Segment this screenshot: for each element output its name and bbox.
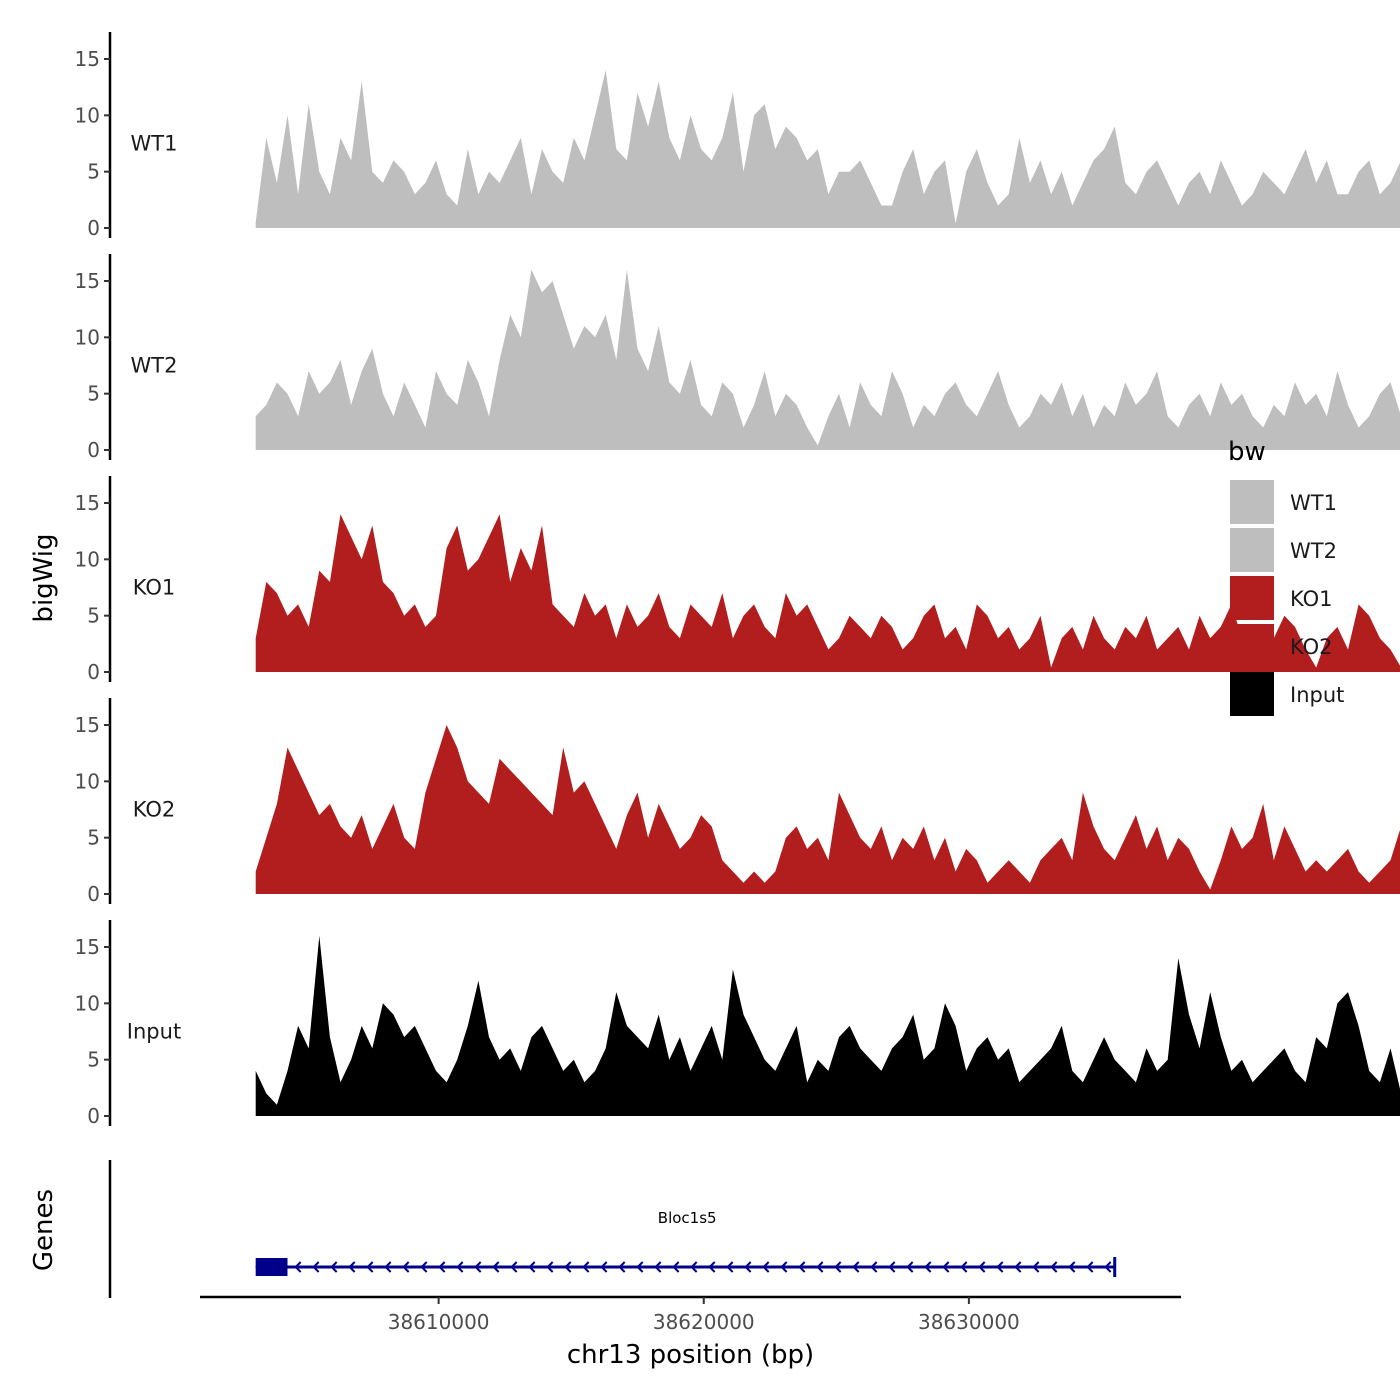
coverage-area-ko1 [255, 514, 1400, 672]
strand-arrow [546, 1261, 554, 1273]
strand-arrow [870, 1261, 878, 1273]
strand-arrow [942, 1261, 950, 1273]
strand-arrow [924, 1261, 932, 1273]
track-label-wt2: WT2 [131, 354, 178, 378]
y-tick-label: 5 [87, 826, 100, 850]
strand-arrow [402, 1261, 410, 1273]
strand-arrow [780, 1261, 788, 1273]
y-tick-label: 10 [75, 769, 100, 793]
y-tick-label: 10 [75, 547, 100, 571]
y-tick-label: 10 [75, 103, 100, 127]
legend-title: bw [1228, 437, 1266, 467]
strand-arrow [618, 1261, 626, 1273]
strand-arrow [456, 1261, 464, 1273]
y-tick-label: 10 [75, 991, 100, 1015]
strand-arrow [852, 1261, 860, 1273]
y-tick-label: 15 [75, 269, 100, 293]
strand-arrow [1014, 1261, 1022, 1273]
strand-arrow [960, 1261, 968, 1273]
legend-label-wt1: WT1 [1290, 491, 1337, 515]
strand-arrow [906, 1261, 914, 1273]
y-tick-label: 10 [75, 325, 100, 349]
y-axis-title: bigWig [29, 533, 59, 622]
y-tick-label: 15 [75, 491, 100, 515]
coverage-area-input [255, 935, 1400, 1116]
strand-arrow [1032, 1261, 1040, 1273]
strand-arrow [384, 1261, 392, 1273]
strand-arrow [582, 1261, 590, 1273]
strand-arrow [1068, 1261, 1076, 1273]
strand-arrow [510, 1261, 518, 1273]
strand-arrow [888, 1261, 896, 1273]
strand-arrow [798, 1261, 806, 1273]
legend-swatch-input [1230, 672, 1274, 716]
y-tick-label: 0 [87, 660, 100, 684]
y-tick-label: 5 [87, 1048, 100, 1072]
y-tick-label: 5 [87, 160, 100, 184]
legend-swatch-wt2 [1230, 528, 1274, 572]
coverage-area-ko2 [255, 725, 1400, 894]
x-tick-label: 38610000 [388, 1310, 490, 1334]
x-tick-label: 38620000 [653, 1310, 755, 1334]
y-tick-label: 0 [87, 882, 100, 906]
strand-arrow [726, 1261, 734, 1273]
strand-arrow [654, 1261, 662, 1273]
track-label-ko1: KO1 [133, 576, 176, 600]
strand-arrow [996, 1261, 1004, 1273]
strand-arrow [636, 1261, 644, 1273]
coverage-area-wt1 [255, 70, 1400, 228]
track-label-ko2: KO2 [133, 798, 176, 822]
strand-arrow [294, 1261, 302, 1273]
coverage-area-wt2 [255, 269, 1400, 450]
y-tick-label: 5 [87, 604, 100, 628]
strand-arrow [690, 1261, 698, 1273]
legend-label-wt2: WT2 [1290, 539, 1337, 563]
y-tick-label: 15 [75, 935, 100, 959]
exon-block [255, 1258, 288, 1276]
y-tick-label: 15 [75, 47, 100, 71]
strand-arrow [564, 1261, 572, 1273]
legend-swatch-wt1 [1230, 480, 1274, 524]
strand-arrow [816, 1261, 824, 1273]
strand-arrow [330, 1261, 338, 1273]
y-tick-label: 0 [87, 1104, 100, 1128]
strand-arrow [492, 1261, 500, 1273]
genes-axis-title: Genes [29, 1189, 59, 1271]
x-axis-title: chr13 position (bp) [567, 1340, 814, 1370]
strand-arrow [744, 1261, 752, 1273]
strand-arrow [672, 1261, 680, 1273]
strand-arrow [708, 1261, 716, 1273]
y-tick-label: 5 [87, 382, 100, 406]
y-tick-label: 15 [75, 713, 100, 737]
x-tick-label: 38630000 [918, 1310, 1020, 1334]
strand-arrow [1086, 1261, 1094, 1273]
strand-arrow [474, 1261, 482, 1273]
legend-label-ko1: KO1 [1290, 587, 1333, 611]
strand-arrow [528, 1261, 536, 1273]
strand-arrow [348, 1261, 356, 1273]
legend-swatch-ko2 [1230, 624, 1274, 668]
strand-arrow [978, 1261, 986, 1273]
strand-arrow [600, 1261, 608, 1273]
y-tick-label: 0 [87, 438, 100, 462]
strand-arrow [1104, 1261, 1112, 1273]
y-tick-label: 0 [87, 216, 100, 240]
strand-arrow [834, 1261, 842, 1273]
legend-label-input: Input [1290, 683, 1344, 707]
strand-arrow [420, 1261, 428, 1273]
strand-arrow [1050, 1261, 1058, 1273]
track-label-wt1: WT1 [131, 132, 178, 156]
legend-swatch-ko1 [1230, 576, 1274, 620]
strand-arrow [762, 1261, 770, 1273]
strand-arrow [438, 1261, 446, 1273]
gene-label-bloc1s5: Bloc1s5 [658, 1209, 717, 1227]
track-label-input: Input [127, 1020, 181, 1044]
legend-label-ko2: KO2 [1290, 635, 1333, 659]
strand-arrow [312, 1261, 320, 1273]
strand-arrow [366, 1261, 374, 1273]
